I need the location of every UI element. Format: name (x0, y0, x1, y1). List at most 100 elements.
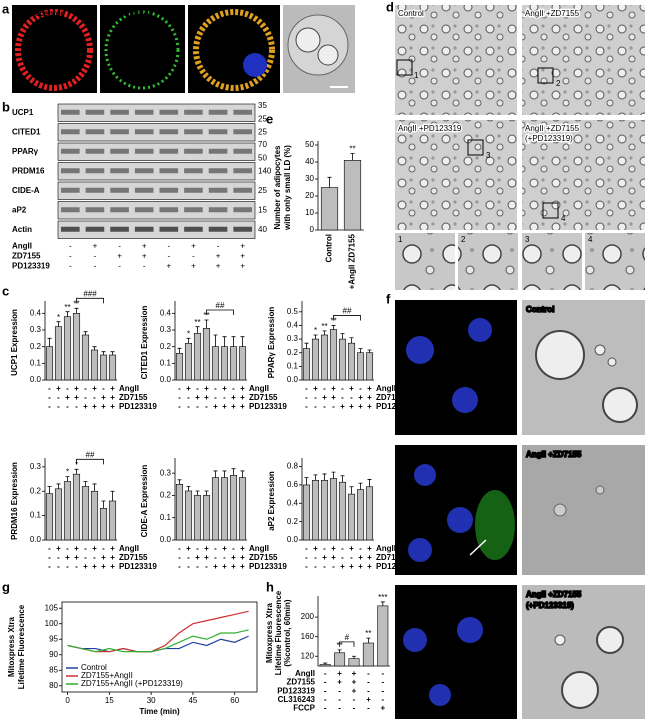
treatment-sign: + (222, 562, 227, 571)
inset-label: 3 (525, 235, 530, 244)
treatment-sign: - (223, 393, 226, 402)
marker-label: 25 (258, 127, 267, 136)
error-bar (240, 470, 245, 478)
treatment-sign: + (240, 393, 245, 402)
marker-label: 70 (258, 140, 267, 149)
y-tick-label: 50 (305, 140, 314, 149)
y-tick-label: 95 (49, 634, 58, 643)
error-bar (213, 470, 218, 478)
treatment-sign: - (187, 393, 190, 402)
panel-label: e (266, 111, 273, 126)
blot-band (134, 109, 154, 115)
treatment-sign: + (195, 393, 200, 402)
y-tick-label: 105 (45, 603, 59, 612)
image-label: AT1 receptor (15, 9, 64, 18)
error-bar (367, 479, 372, 487)
treatment-sign: + (92, 562, 97, 571)
treatment-sign: - (205, 402, 208, 411)
error-bar (177, 347, 182, 354)
treatment-sign: - (324, 686, 327, 695)
bar (365, 352, 374, 381)
treatment-name: AngII (376, 544, 396, 553)
line-series (67, 610, 249, 653)
treatment-sign: - (57, 393, 60, 402)
bracket-label: ## (86, 450, 95, 459)
bar (202, 328, 211, 381)
blot-band (110, 109, 129, 115)
bar (211, 477, 220, 541)
error-bar (177, 479, 182, 485)
treatment-sign: + (367, 544, 372, 553)
significance: * (75, 460, 78, 469)
treatment-sign: + (204, 553, 209, 562)
treatment-sign: + (340, 402, 345, 411)
error-bar (74, 307, 79, 314)
panel-f-images (395, 300, 645, 719)
line-series (67, 635, 249, 653)
treatment-sign: - (48, 393, 51, 402)
x-tick-label: 0 (65, 696, 70, 705)
treatment-sign: - (48, 402, 51, 411)
treatment-sign: - (94, 262, 97, 271)
error-bar (231, 336, 236, 347)
treatment-sign: + (216, 262, 221, 271)
marker-label: 15 (258, 205, 267, 214)
treatment-name: PD123319 (12, 262, 50, 271)
bracket-label: ### (83, 289, 97, 298)
error-bar (350, 153, 355, 161)
y-tick-label: 30 (305, 174, 314, 183)
bar (72, 313, 81, 381)
bar (238, 346, 247, 381)
y-tick-label: 160 (301, 632, 315, 641)
treatment-sign: - (178, 384, 181, 393)
bar (90, 349, 99, 381)
inset-label: 2 (461, 235, 466, 244)
treatment-sign: + (56, 544, 61, 553)
treatment-sign: - (48, 544, 51, 553)
treatment-sign: - (367, 686, 370, 695)
panel-label: d (386, 0, 394, 14)
y-tick-label: 0.3 (160, 325, 172, 334)
error-bar (327, 176, 332, 188)
blot-band (208, 109, 228, 115)
blot-band (85, 226, 105, 232)
blot-band (184, 148, 203, 154)
error-bar (331, 471, 336, 479)
blot-strip (57, 123, 256, 142)
blot-band (110, 168, 129, 174)
error-bar (83, 331, 88, 335)
blot-band (233, 207, 252, 213)
treatment-name: ZD7155 (376, 553, 405, 562)
error-bar (186, 486, 191, 491)
error-bar (323, 662, 328, 665)
treatment-sign: - (381, 695, 384, 704)
treatment-sign: + (101, 562, 106, 571)
panel-label: h (266, 579, 274, 594)
error-bar (92, 346, 97, 350)
treatment-sign: + (352, 678, 357, 687)
treatment-sign: + (367, 553, 372, 562)
treatment-sign: + (331, 393, 336, 402)
error-bar (65, 476, 70, 482)
image-label: (+PD123319) (526, 601, 574, 610)
y-tick-label: 0.0 (160, 375, 172, 384)
treatment-sign: - (353, 704, 356, 713)
y-tick-label: 100 (45, 619, 59, 628)
blot-band (208, 207, 228, 213)
blot-band (85, 207, 105, 213)
y-tick-label: 0.0 (30, 375, 42, 384)
blot-band (159, 129, 179, 135)
treatment-sign: + (83, 562, 88, 571)
error-bar (222, 470, 227, 478)
blot-band (159, 148, 179, 154)
error-bar (222, 336, 227, 347)
treatment-sign: - (324, 695, 327, 704)
bar (343, 160, 362, 231)
blot-band (233, 129, 252, 135)
treatment-sign: - (48, 553, 51, 562)
treatment-sign: - (178, 402, 181, 411)
treatment-name: ZD7155 (119, 553, 148, 562)
error-bar (366, 637, 371, 644)
treatment-sign: + (74, 393, 79, 402)
treatment-sign: - (93, 393, 96, 402)
